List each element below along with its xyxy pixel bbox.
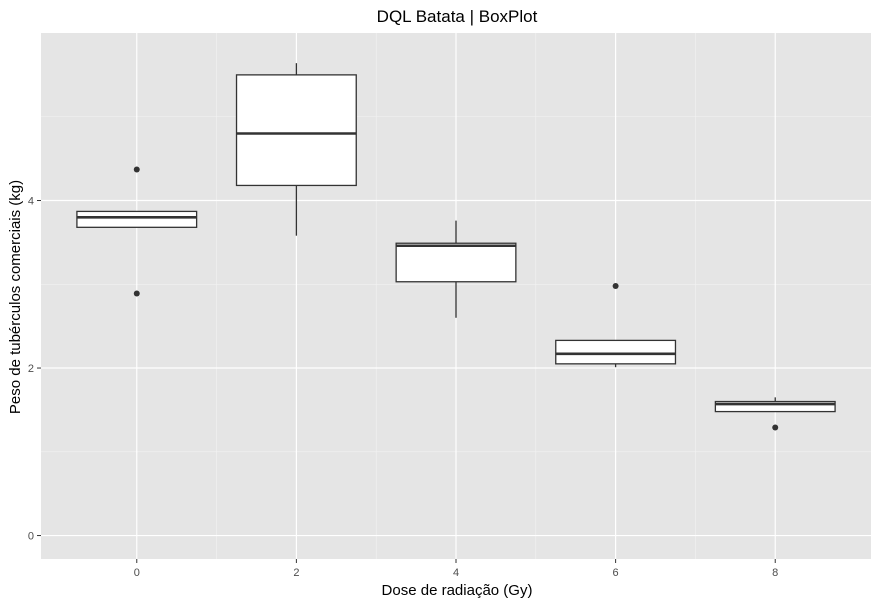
box-iqr [714,400,836,413]
y-tick-label: 2 [28,363,34,375]
chart-title: DQL Batata | BoxPlot [377,7,538,26]
y-axis: 0 2 4 [28,196,41,543]
x-tick-label: 4 [453,567,459,579]
box-group [714,397,836,431]
x-tick-label: 6 [613,567,619,579]
x-tick-label: 2 [293,567,299,579]
box-group [555,282,677,368]
y-axis-title: Peso de tubérculos comerciais (kg) [7,180,24,414]
y-tick-label: 4 [28,196,34,208]
box-group [395,220,517,318]
x-axis: 0 2 4 6 8 [134,559,778,579]
boxes [76,63,836,431]
box-iqr [555,339,677,365]
box-iqr [76,210,198,228]
y-tick-label: 0 [28,531,34,543]
outlier-point [612,282,619,289]
x-tick-label: 8 [772,567,778,579]
box-iqr [235,74,357,187]
box-group [76,166,198,297]
outlier-point [772,424,779,431]
box-iqr [395,242,517,283]
x-tick-label: 0 [134,567,140,579]
x-axis-title: Dose de radiação (Gy) [382,582,533,599]
outlier-point [133,166,140,173]
outlier-point [133,290,140,297]
box-group [235,63,357,236]
